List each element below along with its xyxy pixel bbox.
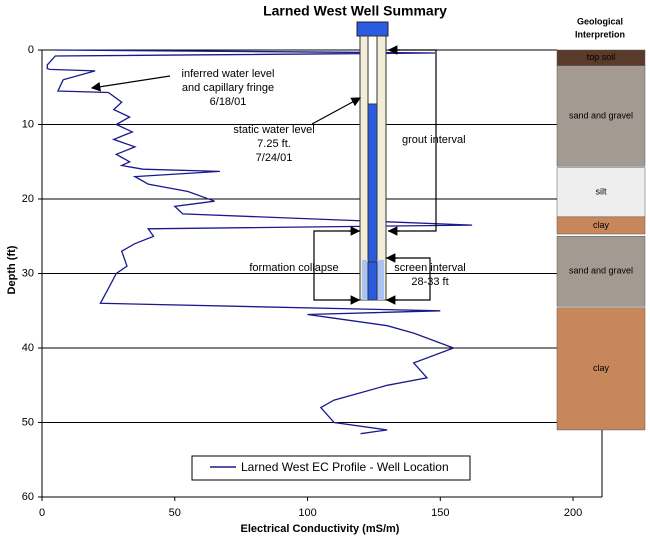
annotation: inferred water level	[182, 68, 275, 80]
geology-layer	[556, 236, 646, 307]
y-tick-label: 10	[22, 118, 34, 130]
geology-label: sand and gravel	[569, 110, 633, 120]
y-tick-label: 50	[22, 416, 34, 428]
x-tick-label: 150	[431, 507, 449, 519]
ec-profile-line	[46, 49, 473, 435]
annotation: 28-33 ft	[411, 276, 448, 288]
annotation: formation collapse	[249, 262, 338, 274]
ticks: 0 10 20 30 40 50 60 0 50 100 150 200	[22, 44, 582, 519]
geology-layer	[556, 65, 646, 167]
bracket	[388, 49, 437, 232]
bracket	[386, 257, 431, 301]
geology-title: Geological	[577, 16, 623, 26]
geology-title: Interpretion	[575, 29, 625, 39]
annotation: 7/24/01	[256, 152, 293, 164]
series	[46, 49, 473, 435]
casing-water	[367, 103, 378, 263]
well-cap	[356, 21, 389, 37]
y-axis-label: Depth (ft)	[6, 245, 18, 294]
y-tick-label: 30	[22, 267, 34, 279]
chart-title: Larned West Well Summary	[263, 3, 447, 19]
y-tick-label: 60	[22, 491, 34, 503]
annotations: inferred water level and capillary fringe…	[182, 68, 466, 288]
annotation: screen interval	[394, 262, 466, 274]
geology-label: silt	[596, 187, 607, 197]
annotation-arrows	[90, 45, 437, 305]
arrow	[311, 97, 362, 125]
annotation: grout interval	[402, 134, 466, 146]
x-tick-label: 50	[169, 507, 181, 519]
x-tick-label: 100	[298, 507, 316, 519]
y-tick-label: 0	[28, 44, 34, 56]
geology-label: clay	[593, 363, 610, 373]
bracket	[313, 230, 360, 301]
legend: Larned West EC Profile - Well Location	[210, 460, 449, 474]
y-tick-label: 20	[22, 193, 34, 205]
screen	[367, 261, 378, 301]
arrow	[90, 75, 171, 92]
annotation: static water level	[233, 124, 314, 136]
geology-layer	[556, 216, 646, 235]
annotation: 7.25 ft.	[257, 138, 291, 150]
x-tick-label: 0	[39, 507, 45, 519]
annotation: 6/18/01	[210, 96, 247, 108]
casing-dry	[367, 35, 378, 105]
screen-fill	[377, 260, 384, 300]
x-axis-label: Electrical Conductivity (mS/m)	[241, 523, 400, 535]
formation-collapse	[362, 260, 368, 300]
y-tick-label: 40	[22, 342, 34, 354]
legend-label: Larned West EC Profile - Well Location	[241, 460, 449, 474]
geology-label: clay	[593, 220, 610, 230]
x-tick-label: 200	[564, 507, 582, 519]
geology-label: top soil	[587, 52, 616, 62]
legend-box	[191, 455, 471, 481]
geology-label: sand and gravel	[569, 266, 633, 276]
geology-column: top soil sand and gravel silt clay sand and …	[556, 16, 646, 431]
geology-layer	[556, 307, 646, 431]
geology-layer	[556, 167, 646, 218]
annotation: and capillary fringe	[182, 82, 274, 94]
well-diagram	[356, 21, 389, 301]
